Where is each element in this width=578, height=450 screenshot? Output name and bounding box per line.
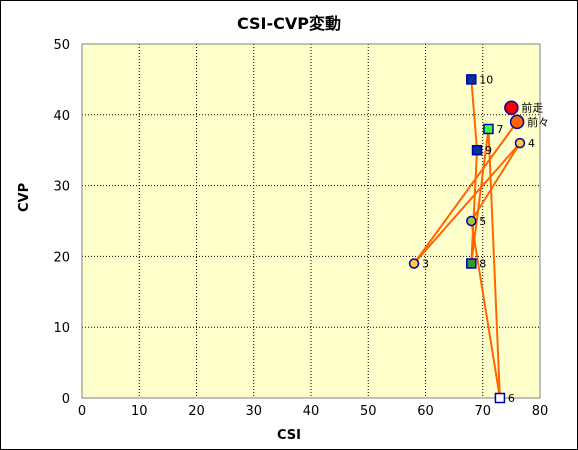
y-tick-label: 40	[53, 109, 70, 124]
x-tick-label: 60	[417, 404, 434, 419]
x-axis-label: CSI	[277, 428, 301, 443]
x-tick-label: 30	[245, 404, 262, 419]
data-point	[466, 74, 477, 85]
data-point	[466, 258, 477, 269]
y-tick-label: 30	[53, 180, 70, 195]
y-tick-labels: 0 10 20 30 40 50	[53, 38, 70, 407]
trend-path	[413, 79, 521, 399]
grid-lines	[82, 44, 540, 398]
y-tick-label: 10	[53, 321, 70, 336]
y-tick-label: 0	[62, 392, 70, 407]
x-tick-labels: 0 10 20 30 40 50 60 70 80	[78, 404, 548, 419]
point-label: 7	[496, 123, 503, 136]
y-tick-label: 20	[53, 250, 70, 265]
data-point	[514, 137, 526, 149]
x-tick-label: 0	[78, 404, 86, 419]
x-tick-label: 40	[303, 404, 320, 419]
point-label: 8	[479, 257, 486, 270]
point-label: 3	[422, 257, 429, 270]
y-tick-label: 50	[53, 38, 70, 53]
x-tick-label: 10	[131, 404, 148, 419]
point-label: 9	[485, 144, 492, 157]
data-point	[504, 100, 519, 115]
point-label: 10	[479, 73, 493, 86]
trend-line	[413, 79, 521, 399]
data-point	[471, 144, 483, 156]
point-label: 4	[528, 137, 535, 150]
point-label: 6	[508, 392, 515, 405]
data-points	[408, 74, 526, 404]
point-label: 前々	[527, 115, 549, 129]
data-point	[408, 258, 420, 269]
point-label: 5	[479, 215, 486, 228]
data-point	[509, 114, 525, 130]
x-tick-label: 70	[474, 404, 491, 419]
chart-title: CSI-CVP変動	[236, 14, 341, 33]
data-point	[483, 123, 494, 135]
x-tick-label: 80	[532, 404, 549, 419]
x-tick-label: 20	[188, 404, 205, 419]
point-label: 前走	[521, 101, 543, 115]
data-point	[494, 392, 506, 404]
plot-border	[81, 43, 541, 399]
x-tick-label: 50	[360, 404, 377, 419]
data-point	[466, 215, 477, 227]
